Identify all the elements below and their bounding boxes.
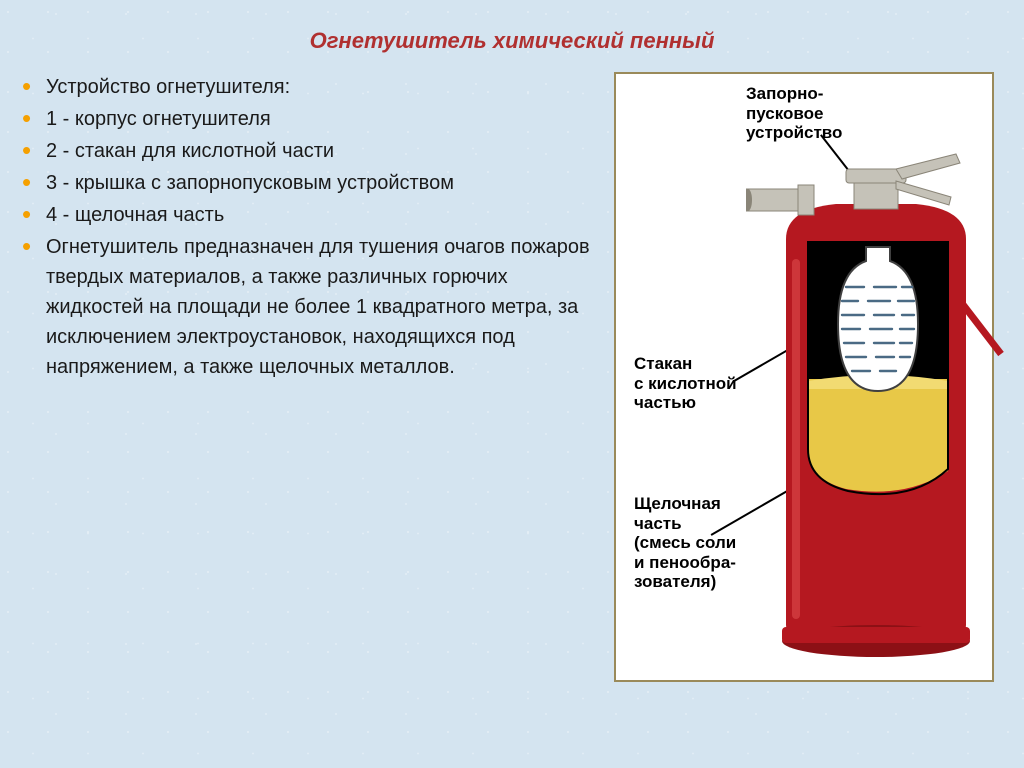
extinguisher-svg bbox=[746, 129, 1006, 679]
ext-lever bbox=[896, 154, 960, 179]
page-title: Огнетушитель химический пенный bbox=[0, 0, 1024, 72]
diagram-column: Запорно-пусковоеустройство Стаканс кисло… bbox=[604, 72, 1004, 682]
list-item: Огнетушитель предназначен для тушения оч… bbox=[20, 232, 594, 382]
list-item: 3 - крышка с запорнопусковым устройством bbox=[20, 168, 594, 198]
ext-base-ring bbox=[782, 627, 970, 643]
content-row: Устройство огнетушителя: 1 - корпус огне… bbox=[0, 72, 1024, 682]
ext-nozzle-flange bbox=[798, 185, 814, 215]
list-item: Устройство огнетушителя: bbox=[20, 72, 594, 102]
text-column: Устройство огнетушителя: 1 - корпус огне… bbox=[20, 72, 604, 682]
body-highlight bbox=[792, 259, 800, 619]
diagram-frame: Запорно-пусковоеустройство Стаканс кисло… bbox=[614, 72, 994, 682]
list-item: 1 - корпус огнетушителя bbox=[20, 104, 594, 134]
list-item: 2 - стакан для кислотной части bbox=[20, 136, 594, 166]
ext-lever-lower bbox=[896, 181, 951, 205]
label-alkaline: Щелочнаячасть(смесь солии пенообра-зоват… bbox=[634, 494, 736, 592]
list-item: 4 - щелочная часть bbox=[20, 200, 594, 230]
bullet-list: Устройство огнетушителя: 1 - корпус огне… bbox=[20, 72, 594, 382]
label-acid-glass: Стаканс кислотнойчастью bbox=[634, 354, 737, 413]
ext-nozzle bbox=[746, 189, 806, 211]
